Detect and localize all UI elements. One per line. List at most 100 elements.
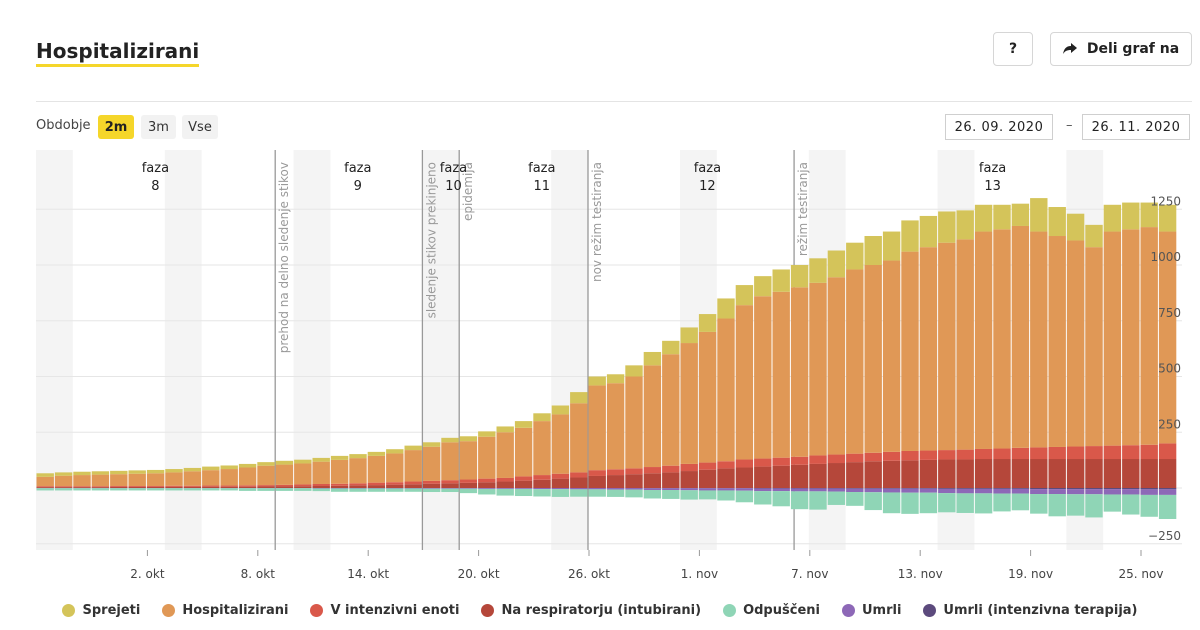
legend-item-respirator[interactable]: Na respiratorju (intubirani)	[481, 603, 701, 618]
bar-umrli	[662, 488, 680, 491]
bar-sprejeti	[367, 451, 386, 456]
bar-hospitalizirani	[864, 265, 882, 453]
legend-item-hospitalizirani[interactable]: Hospitalizirani	[162, 603, 288, 618]
share-button[interactable]: Deli graf na	[1050, 32, 1192, 66]
bar-odpusceni	[735, 490, 754, 503]
bar-sprejeti	[1085, 224, 1103, 248]
legend-item-umrli_int[interactable]: Umrli (intenzivna terapija)	[923, 603, 1138, 618]
bar-intenzivna	[846, 453, 864, 463]
bar-sprejeti	[441, 437, 459, 443]
bar-odpusceni	[441, 488, 459, 493]
bar-sprejeti	[91, 471, 110, 475]
bar-hospitalizirani	[330, 459, 349, 484]
bar-sprejeti	[422, 442, 441, 447]
x-tick-label: 1. nov	[681, 567, 718, 581]
legend-item-sprejeti[interactable]: Sprejeti	[62, 603, 140, 618]
bar-sprejeti	[827, 250, 846, 278]
bar-odpusceni	[827, 491, 846, 505]
x-tick-label: 13. nov	[898, 567, 943, 581]
bar-respirator	[367, 485, 386, 488]
bar-intenzivna	[1066, 446, 1085, 460]
bar-odpusceni	[1011, 493, 1030, 511]
bar-intenzivna	[754, 458, 772, 467]
bar-hospitalizirani	[662, 354, 680, 466]
bar-umrli	[514, 488, 533, 489]
bar-odpusceni	[478, 488, 496, 495]
bar-sprejeti	[1158, 204, 1177, 232]
bar-umrli	[919, 488, 938, 493]
bar-umrli	[459, 488, 478, 489]
bar-respirator	[128, 486, 146, 488]
hospitalizations-chart: prehod na delno sledenje stikov sledenje …	[36, 150, 1182, 581]
bar-respirator	[73, 487, 91, 488]
bar-hospitalizirani	[827, 277, 846, 455]
period-button-3m[interactable]: 3m	[141, 115, 176, 139]
bar-hospitalizirani	[238, 467, 257, 486]
bar-hospitalizirani	[754, 296, 772, 459]
bar-respirator	[386, 484, 404, 488]
bar-hospitalizirani	[772, 291, 790, 458]
legend-item-umrli[interactable]: Umrli	[841, 603, 901, 618]
bar-intenzivna	[606, 469, 625, 476]
bar-intenzivna	[183, 485, 202, 487]
phase-number: 10	[445, 179, 462, 194]
bar-intenzivna	[1085, 446, 1103, 460]
date-from-input[interactable]: 26. 09. 2020	[945, 114, 1053, 140]
bar-hospitalizirani	[165, 472, 183, 486]
bar-respirator	[938, 459, 956, 488]
bar-respirator	[202, 486, 220, 488]
x-tick-label: 7. nov	[791, 567, 828, 581]
bar-hospitalizirani	[919, 247, 938, 451]
legend-item-intenzivna[interactable]: V intenzivni enoti	[310, 603, 459, 618]
bar-hospitalizirani	[514, 427, 533, 477]
bar-sprejeti	[128, 470, 146, 474]
bar-intenzivna	[698, 462, 717, 470]
bar-hospitalizirani	[496, 432, 514, 478]
legend-swatch	[162, 604, 176, 617]
bar-odpusceni	[220, 488, 238, 491]
bar-odpusceni	[717, 490, 735, 501]
bar-intenzivna	[993, 448, 1011, 460]
event-label: nov režim testiranja	[590, 162, 604, 282]
bar-hospitalizirani	[146, 473, 165, 486]
bar-intenzivna	[110, 485, 128, 487]
bar-intenzivna	[404, 481, 422, 485]
bar-hospitalizirani	[551, 414, 570, 474]
bar-intenzivna	[349, 483, 367, 486]
bar-umrli	[478, 488, 496, 489]
legend-item-odpusceni[interactable]: Odpuščeni	[723, 603, 820, 618]
bar-umrli	[570, 488, 588, 490]
date-to-input[interactable]: 26. 11. 2020	[1082, 114, 1190, 140]
bar-hospitalizirani	[441, 442, 459, 481]
bar-odpusceni	[1140, 494, 1158, 517]
bar-intenzivna	[551, 473, 570, 479]
bar-sprejeti	[202, 466, 220, 471]
bar-odpusceni	[588, 489, 606, 497]
bar-umrli-int	[1030, 488, 1048, 490]
bar-sprejeti	[478, 431, 496, 437]
bar-umrli-int	[956, 488, 974, 489]
bar-umrli	[1011, 488, 1030, 494]
x-tick-label: 25. nov	[1119, 567, 1164, 581]
help-button[interactable]: ?	[993, 32, 1033, 66]
bar-odpusceni	[698, 490, 717, 500]
bar-odpusceni	[533, 489, 551, 497]
legend-swatch	[923, 604, 937, 617]
bar-intenzivna	[901, 450, 919, 461]
bar-respirator	[110, 486, 128, 488]
bar-odpusceni	[294, 488, 312, 491]
bar-umrli-int	[974, 488, 993, 489]
period-button-2m[interactable]: 2m	[98, 115, 134, 139]
period-button-vse[interactable]: Vse	[182, 115, 218, 139]
bar-odpusceni	[183, 488, 202, 491]
bar-respirator	[827, 463, 846, 488]
bar-respirator	[680, 471, 698, 488]
bar-sprejeti	[919, 215, 938, 248]
y-tick-label: 500	[1158, 362, 1181, 376]
bar-sprejeti	[570, 392, 588, 404]
bar-respirator	[551, 478, 570, 488]
bar-respirator	[1158, 459, 1177, 488]
bar-respirator	[459, 482, 478, 488]
bar-intenzivna	[570, 472, 588, 478]
phase-number: 8	[151, 179, 159, 194]
